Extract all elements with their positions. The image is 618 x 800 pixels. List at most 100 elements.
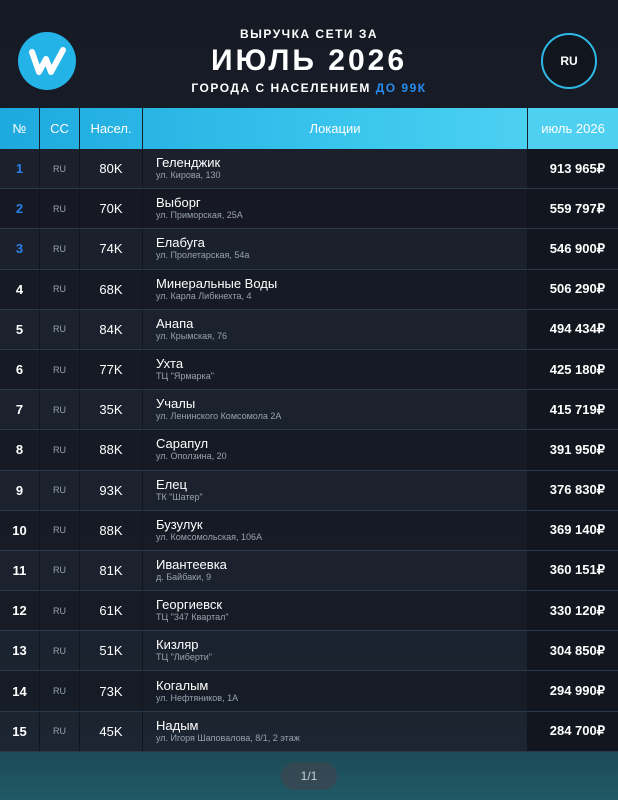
revenue: 391 950₽ — [528, 430, 618, 470]
revenue: 415 719₽ — [528, 390, 618, 430]
table-row: 5 RU 84K Анапа ул. Крымская, 76 494 434₽ — [0, 309, 618, 350]
address: ул. Пролетарская, 54а — [156, 250, 250, 261]
rank: 7 — [0, 390, 40, 430]
population: 84K — [80, 309, 143, 349]
address: ул. Ленинского Комсомола 2А — [156, 411, 282, 422]
location: Георгиевск ТЦ "347 Квартал" — [143, 591, 528, 631]
table-row: 13 RU 51K Кизляр ТЦ "Либерти" 304 850₽ — [0, 631, 618, 672]
population: 68K — [80, 269, 143, 309]
country-code: RU — [40, 550, 80, 591]
revenue: 559 797₽ — [528, 189, 618, 229]
country-code: RU — [40, 510, 80, 550]
revenue: 304 850₽ — [528, 631, 618, 671]
country-code: RU — [40, 671, 80, 711]
population: 73K — [80, 671, 143, 711]
column-header: № — [0, 108, 40, 149]
rank: 2 — [0, 189, 40, 229]
column-header: CC — [40, 108, 80, 149]
address: ул. Приморская, 25А — [156, 210, 243, 221]
subtitle-highlight: ДО 99К — [375, 81, 427, 95]
location: Минеральные Воды ул. Карла Либкнехта, 4 — [143, 269, 528, 309]
table-row: 1 RU 80K Геленджик ул. Кирова, 130 913 965₽ — [0, 149, 618, 190]
city-name: Елец — [156, 476, 187, 492]
location: Выборг ул. Приморская, 25А — [143, 189, 528, 229]
address: д. Байбаки, 9 — [156, 571, 212, 582]
country-code: RU — [40, 711, 80, 751]
logo — [18, 32, 76, 90]
rank: 5 — [0, 309, 40, 349]
address: ТЦ "347 Квартал" — [156, 612, 229, 623]
table-row: 12 RU 61K Георгиевск ТЦ "347 Квартал" 330 120… — [0, 591, 618, 632]
region-badge: RU — [541, 33, 597, 89]
rank: 8 — [0, 430, 40, 470]
address: ул. Комсомольская, 106А — [156, 531, 263, 542]
location: Бузулук ул. Комсомольская, 106А — [143, 510, 528, 550]
location: Ухта ТЦ "Ярмарка" — [143, 349, 528, 390]
header-line: ВЫРУЧКА СЕТИ ЗА — [239, 27, 379, 41]
population: 51K — [80, 631, 143, 671]
city-name: Бузулук — [156, 516, 203, 532]
revenue: 330 120₽ — [528, 591, 618, 631]
location: Ивантеевка д. Байбаки, 9 — [143, 550, 528, 591]
table-row: 10 RU 88K Бузулук ул. Комсомольская, 106А 369… — [0, 510, 618, 551]
address: ТЦ "Либерти" — [156, 652, 212, 663]
city-name: Сарапул — [156, 436, 209, 452]
address: ул. Игоря Шаповалова, 8/1, 2 этаж — [156, 732, 300, 743]
rank: 1 — [0, 149, 40, 189]
header-subtitle: ГОРОДА С НАСЕЛЕНИЕМ ДО 99К — [0, 81, 618, 95]
table-row: 7 RU 35K Учалы ул. Ленинского Комсомола 2А 41… — [0, 390, 618, 431]
column-header: Насел. — [80, 108, 143, 149]
city-name: Выборг — [156, 195, 201, 211]
population: 88K — [80, 510, 143, 550]
rank: 3 — [0, 229, 40, 269]
population: 81K — [80, 550, 143, 591]
address: ТК "Шатер" — [156, 491, 203, 502]
revenue: 546 900₽ — [528, 229, 618, 269]
rank: 15 — [0, 711, 40, 751]
country-code: RU — [40, 149, 80, 189]
country-code: RU — [40, 591, 80, 631]
population: 45K — [80, 711, 143, 751]
city-name: Геленджик — [156, 155, 221, 171]
rank: 11 — [0, 550, 40, 591]
address: ул. Карла Либкнехта, 4 — [156, 290, 252, 301]
pagination[interactable]: 1/1 — [281, 762, 337, 790]
city-name: Анапа — [156, 315, 194, 331]
city-name: Когалым — [156, 677, 209, 693]
table-body: 1 RU 80K Геленджик ул. Кирова, 130 913 965₽ 2 R… — [0, 149, 618, 752]
table-row: 2 RU 70K Выборг ул. Приморская, 25А 559 797₽ — [0, 189, 618, 230]
header-title: ИЮЛЬ 2026 — [210, 44, 408, 77]
country-code: RU — [40, 269, 80, 309]
address: ул. Крымская, 76 — [156, 330, 227, 341]
location: Елец ТК "Шатер" — [143, 470, 528, 510]
table-row: 9 RU 93K Елец ТК "Шатер" 376 830₽ — [0, 470, 618, 511]
population: 70K — [80, 189, 143, 229]
address: ул. Нефтяников, 1А — [156, 692, 239, 703]
table-row: 11 RU 81K Ивантеевка д. Байбаки, 9 360 151₽ — [0, 550, 618, 592]
city-name: Георгиевск — [156, 597, 223, 613]
revenue: 425 180₽ — [528, 349, 618, 390]
table-row: 4 RU 68K Минеральные Воды ул. Карла Либкнехт… — [0, 269, 618, 310]
city-name: Ивантеевка — [156, 556, 227, 572]
population: 80K — [80, 149, 143, 189]
country-code: RU — [40, 470, 80, 510]
location: Елабуга ул. Пролетарская, 54а — [143, 229, 528, 269]
rank: 13 — [0, 631, 40, 671]
location: Сарапул ул. Оползина, 20 — [143, 430, 528, 470]
city-name: Ухта — [156, 356, 184, 372]
population: 93K — [80, 470, 143, 510]
city-name: Учалы — [156, 396, 196, 412]
address: ул. Оползина, 20 — [156, 451, 227, 462]
table-row: 8 RU 88K Сарапул ул. Оползина, 20 391 950₽ — [0, 430, 618, 471]
location: Геленджик ул. Кирова, 130 — [143, 149, 528, 189]
location: Когалым ул. Нефтяников, 1А — [143, 671, 528, 711]
country-code: RU — [40, 229, 80, 269]
rank: 9 — [0, 470, 40, 510]
revenue: 494 434₽ — [528, 309, 618, 349]
table-row: 6 RU 77K Ухта ТЦ "Ярмарка" 425 180₽ — [0, 349, 618, 391]
revenue: 376 830₽ — [528, 470, 618, 510]
population: 77K — [80, 349, 143, 390]
population: 74K — [80, 229, 143, 269]
country-code: RU — [40, 189, 80, 229]
country-code: RU — [40, 631, 80, 671]
